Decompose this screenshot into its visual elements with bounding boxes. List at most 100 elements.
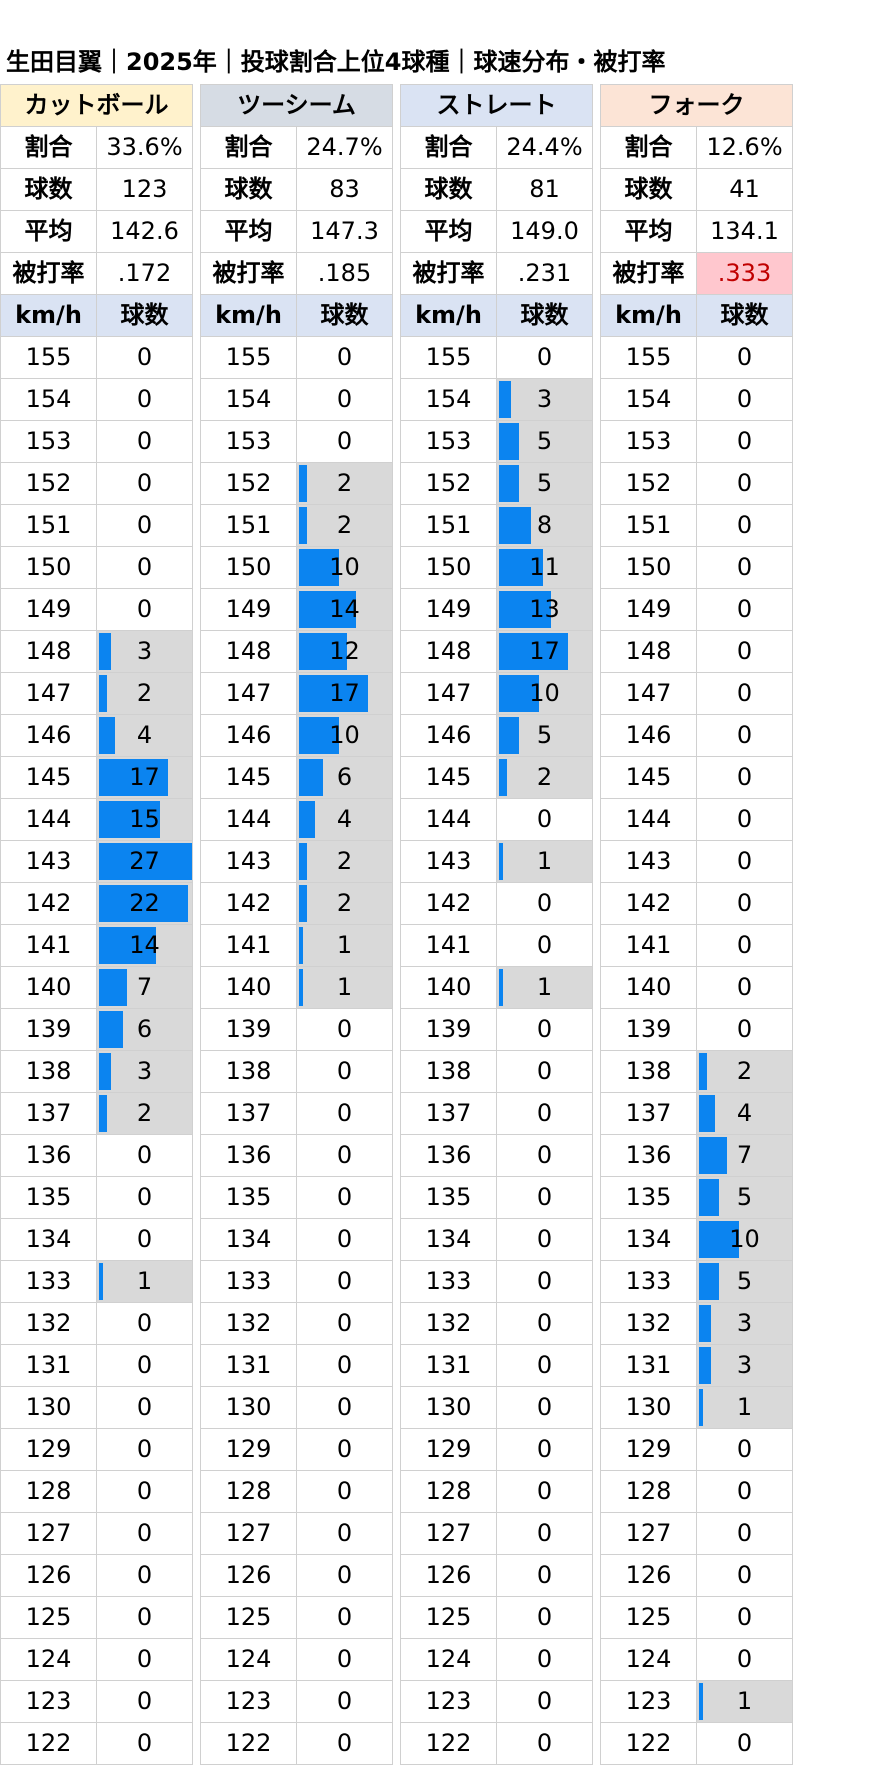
count-value-label: 0: [136, 1309, 153, 1337]
count-value-label: 2: [336, 511, 353, 539]
count-value-label: 0: [136, 1687, 153, 1715]
count-value-label: 2: [536, 763, 553, 791]
count-bar: [699, 1095, 716, 1132]
count-bar: [699, 1305, 712, 1342]
count-value-label: 0: [536, 1435, 553, 1463]
count-value-label: 13: [529, 595, 560, 623]
count-cell: 0: [696, 336, 793, 379]
count-cell: 2: [96, 1092, 193, 1135]
stat-label-babip: 被打率: [600, 252, 697, 295]
count-cell: 0: [696, 1512, 793, 1555]
speed-tick-label: 127: [400, 1512, 497, 1555]
stat-value-ratio: 24.7%: [296, 126, 393, 169]
stat-label-ratio: 割合: [0, 126, 97, 169]
count-cell: 0: [96, 1512, 193, 1555]
count-cell: 1: [696, 1386, 793, 1429]
speed-tick-label: 132: [600, 1302, 697, 1345]
count-cell: 17: [496, 630, 593, 673]
count-cell: 1: [696, 1680, 793, 1723]
speed-tick-label: 146: [0, 714, 97, 757]
count-cell: 0: [296, 1302, 393, 1345]
count-value-label: 2: [736, 1057, 753, 1085]
count-value-label: 0: [736, 427, 753, 455]
speed-tick-label: 123: [400, 1680, 497, 1723]
speed-tick-label: 142: [400, 882, 497, 925]
speed-tick-label: 129: [400, 1428, 497, 1471]
stat-label-avg: 平均: [200, 210, 297, 253]
count-cell: 2: [296, 840, 393, 883]
count-value-label: 0: [136, 1561, 153, 1589]
count-bar: [99, 885, 188, 922]
count-cell: 0: [96, 1302, 193, 1345]
pitch-name-header: フォーク: [600, 84, 793, 127]
count-value-label: 0: [336, 1309, 353, 1337]
speed-tick-label: 147: [0, 672, 97, 715]
count-value-label: 4: [736, 1099, 753, 1127]
count-cell: 2: [496, 756, 593, 799]
speed-tick-label: 154: [400, 378, 497, 421]
count-cell: 0: [496, 1008, 593, 1051]
speed-tick-label: 149: [400, 588, 497, 631]
speed-tick-label: 127: [600, 1512, 697, 1555]
speed-tick-label: 135: [600, 1176, 697, 1219]
count-value-label: 0: [736, 721, 753, 749]
count-cell: 0: [96, 336, 193, 379]
count-cell: 0: [96, 1176, 193, 1219]
count-cell: 0: [296, 1092, 393, 1135]
count-value-label: 0: [336, 427, 353, 455]
pitch-table-grid: ツーシーム 割合 24.7% 球数 83 平均 147.3 被打率 .185 km/h 球数 155 0…: [200, 84, 393, 1765]
count-cell: 0: [696, 756, 793, 799]
speed-tick-label: 122: [400, 1722, 497, 1765]
speed-tick-label: 140: [400, 966, 497, 1009]
stat-value-count: 123: [96, 168, 193, 211]
count-value-label: 0: [736, 1015, 753, 1043]
count-cell: 22: [96, 882, 193, 925]
count-value-label: 5: [536, 427, 553, 455]
count-cell: 0: [496, 1386, 593, 1429]
count-cell: 0: [96, 1638, 193, 1681]
count-bar: [299, 465, 308, 502]
count-value-label: 22: [129, 889, 160, 917]
count-cell: 0: [496, 882, 593, 925]
count-value-label: 2: [136, 1099, 153, 1127]
count-cell: 15: [96, 798, 193, 841]
count-cell: 14: [296, 588, 393, 631]
count-bar: [299, 549, 340, 586]
stat-label-count: 球数: [200, 168, 297, 211]
speed-tick-label: 138: [200, 1050, 297, 1093]
speed-tick-label: 139: [400, 1008, 497, 1051]
count-bar: [499, 549, 544, 586]
speed-tick-label: 123: [200, 1680, 297, 1723]
count-cell: 0: [296, 1680, 393, 1723]
count-value-label: 0: [736, 637, 753, 665]
count-bar: [299, 675, 368, 712]
count-value-label: 5: [536, 469, 553, 497]
stat-value-ratio: 12.6%: [696, 126, 793, 169]
count-bar: [99, 633, 112, 670]
speed-tick-label: 145: [600, 756, 697, 799]
balls-header: 球数: [296, 294, 393, 337]
count-cell: 1: [96, 1260, 193, 1303]
count-bar: [99, 927, 156, 964]
stat-value-ratio: 33.6%: [96, 126, 193, 169]
pitch-table-2: ストレート 割合 24.4% 球数 81 平均 149.0 被打率 .231 km/h 球数 155 0…: [400, 84, 593, 1765]
speed-tick-label: 128: [400, 1470, 497, 1513]
speed-tick-label: 124: [200, 1638, 297, 1681]
speed-tick-label: 144: [600, 798, 697, 841]
count-bar: [699, 1053, 708, 1090]
speed-tick-label: 141: [0, 924, 97, 967]
speed-tick-label: 151: [200, 504, 297, 547]
count-cell: 0: [296, 1386, 393, 1429]
count-value-label: 0: [736, 1519, 753, 1547]
count-cell: 27: [96, 840, 193, 883]
count-bar: [699, 1179, 720, 1216]
count-cell: 0: [496, 1428, 593, 1471]
count-value-label: 0: [536, 1351, 553, 1379]
pitch-table-1: ツーシーム 割合 24.7% 球数 83 平均 147.3 被打率 .185 km/h 球数 155 0…: [200, 84, 393, 1765]
speed-tick-label: 132: [400, 1302, 497, 1345]
count-cell: 0: [296, 1344, 393, 1387]
count-value-label: 0: [336, 1645, 353, 1673]
stat-label-babip: 被打率: [200, 252, 297, 295]
speed-tick-label: 153: [600, 420, 697, 463]
speed-tick-label: 126: [600, 1554, 697, 1597]
